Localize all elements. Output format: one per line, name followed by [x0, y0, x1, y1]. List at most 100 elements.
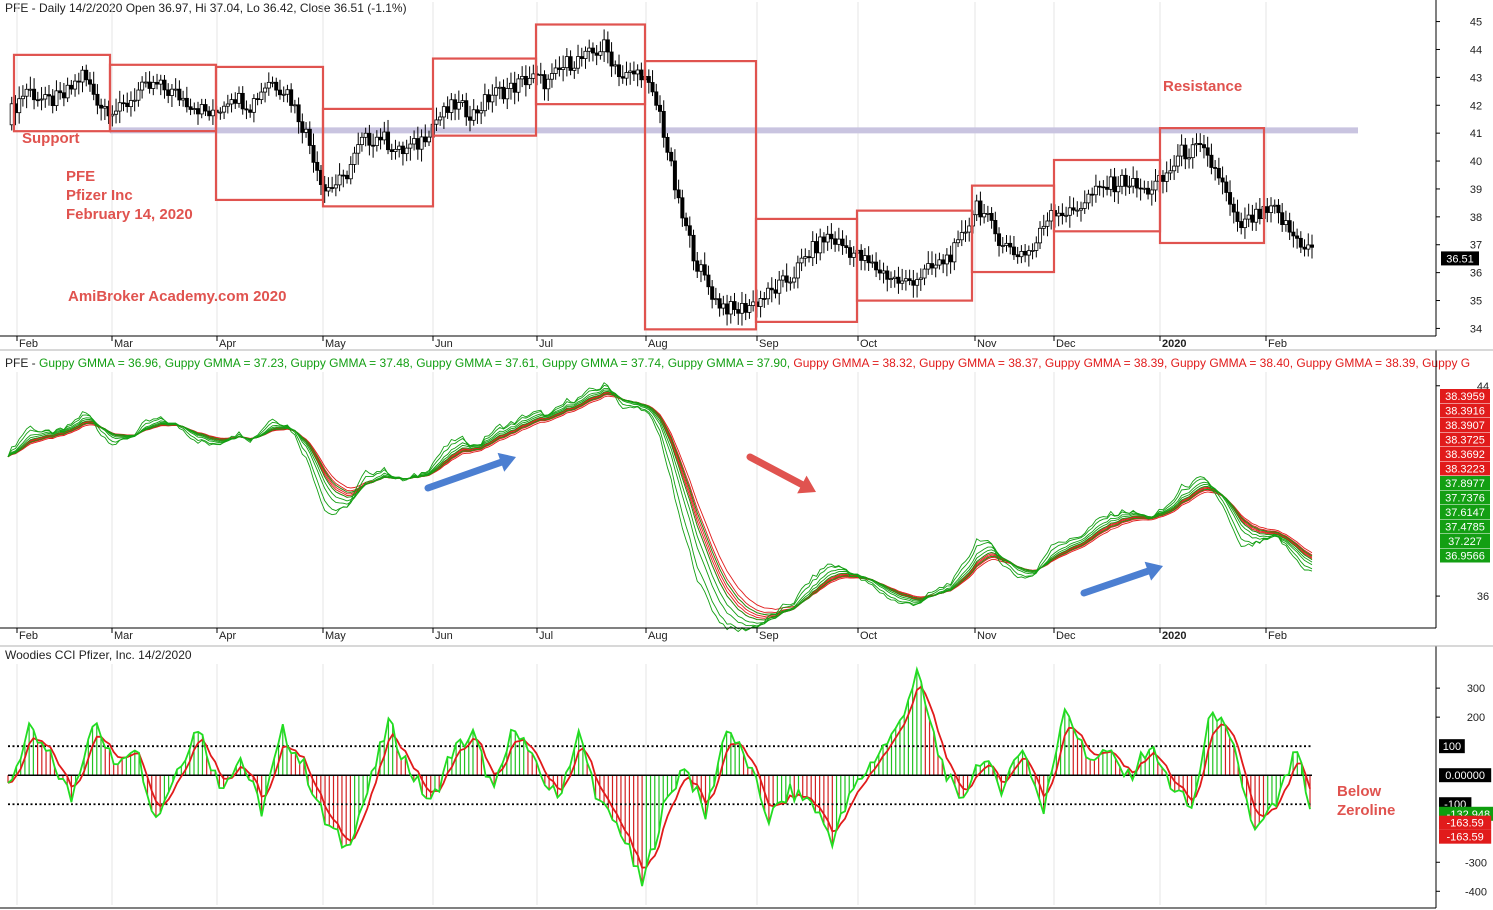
candle-body	[91, 83, 96, 95]
candle-body	[1153, 180, 1158, 191]
candle-body	[773, 289, 778, 294]
candle-body	[695, 260, 700, 272]
uptrend-arrow	[424, 452, 516, 492]
gmma-value-label: 36.9566	[1445, 551, 1485, 563]
candle-body	[203, 104, 208, 112]
candle-body	[989, 212, 994, 221]
gmma-value-label: 38.3725	[1445, 435, 1485, 447]
candle-body	[933, 264, 938, 269]
candle-body	[155, 81, 160, 85]
candle-body	[997, 233, 1002, 246]
candle-body	[978, 200, 983, 218]
candle-body	[1239, 221, 1244, 229]
candle-body	[1172, 165, 1177, 172]
candle-body	[956, 239, 961, 244]
candle-body	[713, 298, 718, 301]
candle-body	[147, 81, 152, 89]
candle-body	[1198, 143, 1203, 146]
candle-body	[378, 136, 383, 141]
candle-body	[974, 200, 979, 216]
monthly-range-box	[643, 60, 758, 331]
price-x-tick-label: Nov	[977, 338, 997, 350]
candle-body	[255, 98, 260, 101]
candle-body	[915, 279, 920, 286]
candle-body	[549, 73, 554, 80]
candle-body	[464, 100, 469, 118]
gmma-value-label: 38.3223	[1445, 464, 1485, 476]
candle-body	[467, 116, 472, 121]
candle-body	[132, 99, 137, 102]
candle-body	[374, 136, 379, 147]
candle-body	[1015, 254, 1020, 258]
price-x-tick-label: 2020	[1162, 338, 1186, 350]
candle-body	[531, 73, 536, 79]
candle-body	[348, 164, 353, 180]
gmma-value-tag	[1440, 432, 1490, 447]
candle-body	[1067, 207, 1072, 216]
candle-body	[1209, 154, 1214, 168]
candle-body	[877, 269, 882, 274]
gmma-value-tag	[1440, 548, 1490, 563]
candle-body	[911, 280, 916, 286]
candle-body	[1257, 208, 1262, 220]
candle-body	[236, 92, 241, 104]
candle-body	[896, 276, 901, 284]
candle-body	[486, 94, 491, 103]
candle-body	[1116, 185, 1121, 193]
candle-body	[404, 147, 409, 155]
candle-body	[1038, 227, 1043, 244]
candle-body	[1146, 187, 1151, 195]
cci-value-tag	[1439, 815, 1492, 830]
candle-body	[762, 298, 767, 300]
candle-body	[54, 90, 59, 107]
gmma-pane-header: PFE - Guppy GMMA = 36.96, Guppy GMMA = 3…	[5, 356, 1470, 370]
support-label: Support	[22, 130, 80, 147]
candle-body	[218, 111, 223, 114]
candle-body	[326, 187, 331, 192]
candle-body	[788, 281, 793, 284]
candle-body	[728, 301, 733, 315]
candle-body	[888, 278, 893, 281]
candle-body	[173, 88, 178, 91]
candle-body	[929, 263, 934, 269]
candle-body	[1149, 189, 1154, 195]
candle-body	[844, 245, 849, 248]
candle-body	[1086, 193, 1091, 204]
candle-body	[427, 136, 432, 143]
candle-body	[438, 116, 443, 121]
candle-body	[304, 128, 309, 133]
candle-body	[32, 88, 37, 101]
candle-body	[58, 90, 63, 94]
gmma-x-tick-label: Oct	[860, 630, 877, 642]
candle-body	[482, 94, 487, 112]
gmma-x-tick-label: Apr	[219, 630, 236, 642]
candle-body	[605, 39, 610, 53]
gmma-value-tag	[1440, 418, 1490, 432]
site-label: AmiBroker Academy.com 2020	[68, 288, 286, 305]
candle-body	[1082, 202, 1087, 209]
gmma-short-ema	[7, 393, 1313, 615]
candle-body	[1119, 174, 1124, 187]
candle-body	[680, 197, 685, 219]
gmma-y-tick-label: 36	[1477, 591, 1489, 603]
candle-body	[628, 70, 633, 73]
candle-body	[494, 87, 499, 96]
gmma-x-tick-label: Aug	[648, 630, 668, 642]
candle-body	[501, 86, 506, 100]
candle-body	[639, 69, 644, 81]
candle-body	[415, 138, 420, 150]
cci-value-label: -163.59	[1446, 818, 1483, 830]
candle-body	[181, 97, 186, 101]
candle-body	[516, 78, 521, 93]
price-y-tick-label: 40	[1470, 156, 1482, 168]
candle-body	[1071, 207, 1076, 211]
gmma-value-label: 38.3907	[1445, 420, 1485, 432]
candle-body	[952, 242, 957, 263]
candle-body	[1183, 144, 1188, 160]
price-x-tick-label: Jun	[435, 338, 453, 350]
candle-body	[851, 252, 856, 258]
candle-body	[117, 102, 122, 112]
price-y-tick-label: 38	[1470, 212, 1482, 224]
